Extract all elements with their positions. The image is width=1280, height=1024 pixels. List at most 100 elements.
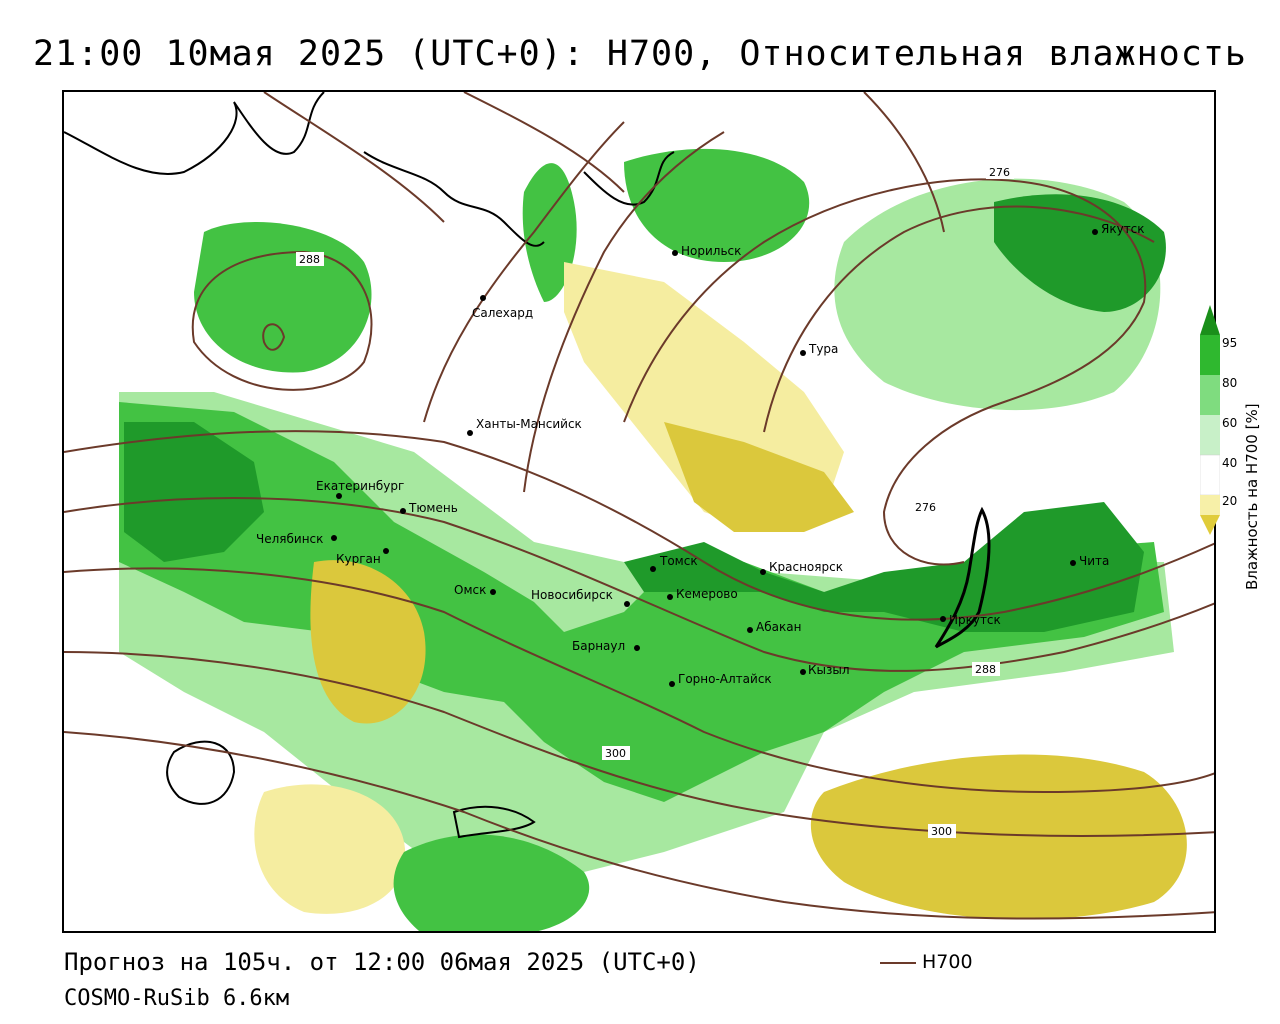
city-marker	[760, 569, 766, 575]
colorbar-tick: 40	[1222, 456, 1238, 470]
humidity-green-west	[119, 402, 1164, 802]
city-marker	[624, 601, 630, 607]
colorbar-title: Влажность на H700 [%]	[1243, 403, 1261, 590]
city-marker	[667, 594, 673, 600]
city-marker	[336, 493, 342, 499]
model-info: COSMO-RuSib 6.6км	[64, 986, 290, 1011]
city-label: Челябинск	[256, 532, 323, 546]
city-label: Горно-Алтайск	[678, 672, 772, 686]
humidity-green-taymyr	[624, 148, 810, 262]
colorbar-tick: 80	[1222, 376, 1238, 390]
h700-contours	[64, 92, 1214, 920]
city-marker	[400, 508, 406, 514]
contour-line	[64, 731, 1214, 920]
colorbar-segment	[1200, 415, 1220, 455]
forecast-info: Прогноз на 105ч. от 12:00 06мая 2025 (UT…	[64, 948, 700, 976]
contour-label: 300	[931, 825, 952, 838]
contour-line	[64, 497, 1214, 672]
contour-label: 276	[915, 501, 936, 514]
city-marker	[467, 430, 473, 436]
city-label: Якутск	[1101, 222, 1145, 236]
balkhash-outline	[452, 805, 536, 839]
contour-line	[262, 323, 286, 351]
city-label: Кызыл	[808, 663, 850, 677]
contour-line	[863, 92, 945, 233]
contour-label: 288	[975, 663, 996, 676]
colorbar-top-arrow	[1200, 305, 1220, 335]
city-label: Норильск	[681, 244, 741, 258]
humidity-green-south	[393, 834, 590, 931]
map-panel: 288 276 276 288 300 300 Якутск Норильск …	[62, 90, 1216, 933]
city-marker	[331, 535, 337, 541]
contour-line	[263, 92, 445, 223]
humidity-green-northwest	[194, 222, 372, 373]
cities: Якутск Норильск Салехард Тура Ханты-Манс…	[256, 222, 1145, 687]
city-marker	[1092, 229, 1098, 235]
city-marker	[800, 350, 806, 356]
humidity-yellow-core	[664, 422, 854, 532]
city-marker	[669, 681, 675, 687]
city-label: Салехард	[472, 306, 533, 320]
contour-line	[423, 121, 625, 423]
city-marker	[480, 295, 486, 301]
humidity-dark-green-yakutia	[994, 194, 1166, 312]
city-label: Чита	[1079, 554, 1109, 568]
contour-label: 288	[299, 253, 320, 266]
city-label: Екатеринбург	[316, 479, 404, 493]
city-marker	[800, 669, 806, 675]
city-marker	[634, 645, 640, 651]
caspian-outline	[166, 740, 236, 805]
coastlines	[64, 92, 991, 839]
contour-line	[64, 430, 1214, 621]
city-label: Иркутск	[949, 613, 1001, 627]
contour-line	[623, 178, 1147, 566]
lake-baikal	[934, 506, 991, 649]
humidity-yellow-southeast	[810, 754, 1187, 920]
city-label: Барнаул	[572, 639, 625, 653]
contour-line	[64, 567, 1214, 794]
colorbar-bottom-arrow	[1200, 515, 1220, 535]
h700-legend-line	[880, 962, 916, 964]
city-label: Тура	[808, 342, 838, 356]
humidity-green-yamal	[522, 163, 577, 302]
city-label: Красноярск	[769, 560, 843, 574]
city-label: Омск	[454, 583, 486, 597]
city-label: Ханты-Мансийск	[476, 417, 582, 431]
contour-line	[523, 131, 725, 493]
coastline-kara	[363, 151, 545, 247]
colorbar-segment	[1200, 375, 1220, 415]
city-label: Абакан	[756, 620, 801, 634]
contour-label: 276	[989, 166, 1010, 179]
city-marker	[490, 589, 496, 595]
city-marker	[383, 548, 389, 554]
map-title: 21:00 10мая 2025 (UTC+0): H700, Относите…	[33, 34, 1247, 74]
colorbar-segment	[1200, 454, 1220, 496]
city-marker	[672, 250, 678, 256]
city-label: Курган	[336, 552, 381, 566]
contour-line	[463, 92, 625, 193]
humidity-field	[119, 148, 1187, 931]
h700-legend-label: H700	[922, 951, 973, 973]
colorbar-tick: 20	[1222, 494, 1238, 508]
colorbar-tick: 60	[1222, 416, 1238, 430]
city-marker	[940, 616, 946, 622]
colorbar-segment	[1200, 335, 1220, 375]
city-marker	[650, 566, 656, 572]
map-canvas: 288 276 276 288 300 300 Якутск Норильск …	[64, 92, 1214, 931]
contour-line	[191, 250, 373, 391]
city-marker	[747, 627, 753, 633]
contour-line	[763, 205, 1155, 433]
contour-line	[64, 651, 1214, 837]
humidity-colorbar	[1200, 305, 1220, 535]
humidity-yellow-southwest	[254, 784, 406, 914]
coastline-barents	[64, 92, 325, 175]
contour-labels: 288 276 276 288 300 300	[296, 165, 1014, 838]
coastline-taymyr	[583, 151, 675, 206]
city-marker	[1070, 560, 1076, 566]
colorbar-segment	[1200, 495, 1220, 515]
city-label: Новосибирск	[531, 588, 613, 602]
city-label: Томск	[659, 554, 698, 568]
humidity-dark-green-west	[124, 422, 264, 562]
city-label: Кемерово	[676, 587, 738, 601]
city-label: Тюмень	[408, 501, 458, 515]
